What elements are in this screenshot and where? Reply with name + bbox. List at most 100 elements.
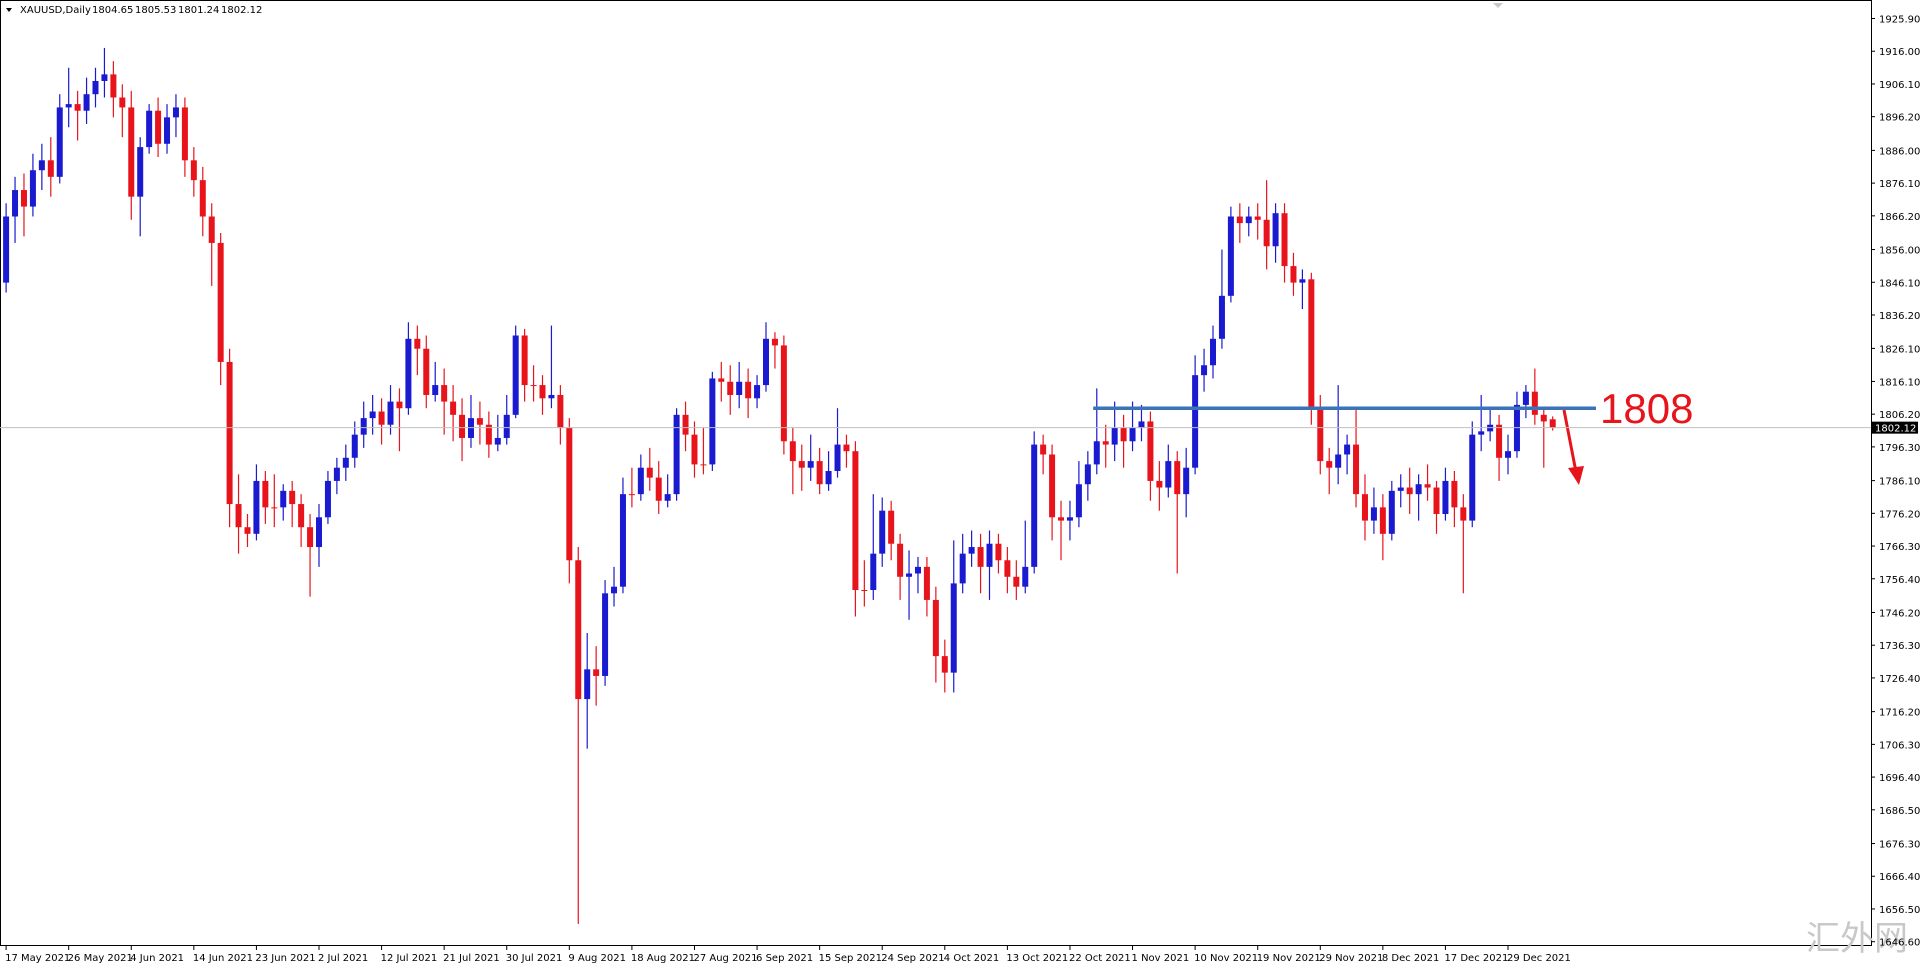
body [1165,461,1172,488]
body [47,160,54,177]
body [602,593,609,676]
body [1505,451,1512,458]
body [619,494,626,587]
body [1353,444,1360,495]
y-tick-label: 1846.10 [1879,278,1920,289]
body [181,107,188,161]
y-tick-label: 1916.00 [1879,47,1920,58]
x-tick-label: 19 Nov 2021 [1257,953,1321,964]
body [843,444,850,452]
header-value: 1801.24 [178,5,219,16]
body [1379,507,1386,534]
body [235,504,242,528]
body [512,335,519,415]
body [763,338,769,386]
body [119,97,126,108]
y-tick-label: 1806.20 [1879,410,1920,421]
body [789,441,796,462]
y-tick-label: 1876.10 [1879,179,1920,190]
y-tick-label: 1706.30 [1879,740,1920,751]
body [101,74,108,81]
body [870,553,877,591]
ohlc-header: 1804.65 1805.53 1801.24 1802.12 [92,5,262,16]
body [38,160,45,171]
body [1451,480,1458,508]
body [1496,424,1503,458]
body [20,190,27,207]
body [637,467,644,495]
x-tick-label: 2 Jul 2021 [318,953,368,964]
body [1040,444,1047,455]
body [914,566,921,574]
body [852,451,859,591]
x-tick-label: 14 Jun 2021 [193,953,253,964]
body [56,107,63,177]
body [110,74,117,98]
x-tick-label: 9 Aug 2021 [568,953,626,964]
body [530,385,537,387]
body [932,599,939,657]
body [146,110,153,148]
y-tick-label: 1666.40 [1879,872,1920,883]
body [1299,279,1306,283]
body [1397,487,1404,491]
body [754,385,761,399]
price-box [1872,421,1918,434]
y-tick-label: 1866.20 [1879,212,1920,223]
body [190,160,197,181]
y-tick-label: 1686.50 [1879,806,1920,817]
body [1058,517,1065,521]
body [1370,507,1377,521]
body [441,385,448,402]
x-tick-label: 30 Jul 2021 [506,953,563,964]
body [199,180,206,217]
body [727,381,734,395]
body [1433,487,1440,514]
body [771,338,778,346]
body [65,104,72,108]
x-tick-label: 6 Sep 2021 [756,953,813,964]
body [539,385,546,399]
y-tick-label: 1646.60 [1879,938,1920,949]
x-tick-label: 8 Dec 2021 [1382,953,1440,964]
body [995,543,1002,561]
body [798,461,805,468]
body [1460,507,1467,521]
body [950,583,957,673]
body [459,414,466,438]
body [1272,213,1279,247]
body [906,573,913,577]
body [387,401,394,425]
body [1522,391,1529,405]
body [825,471,832,485]
body [1013,576,1020,587]
body [226,361,233,505]
body [244,527,251,534]
y-tick-label: 1656.50 [1879,905,1920,916]
body [1245,216,1252,224]
body [298,504,305,528]
x-tick-label: 24 Sep 2021 [881,953,944,964]
body [271,507,278,509]
y-tick-label: 1836.20 [1879,311,1920,322]
body [816,461,823,485]
body [485,424,492,445]
body [1478,431,1485,435]
body [83,94,90,111]
header-value: 1805.53 [135,5,176,16]
y-tick-label: 1906.10 [1879,80,1920,91]
body [369,411,376,419]
x-tick-label: 4 Oct 2021 [944,953,999,964]
body [74,104,81,111]
body [1031,444,1038,567]
x-tick-label: 12 Jul 2021 [381,953,438,964]
x-tick-label: 4 Jun 2021 [130,953,184,964]
body [745,381,752,399]
y-tick-label: 1696.40 [1879,773,1920,784]
body [897,543,904,577]
x-tick-label: 27 Aug 2021 [693,953,757,964]
body [1120,428,1127,442]
body [432,385,439,395]
x-tick-label: 29 Nov 2021 [1319,953,1383,964]
y-tick-label: 1786.10 [1879,477,1920,488]
